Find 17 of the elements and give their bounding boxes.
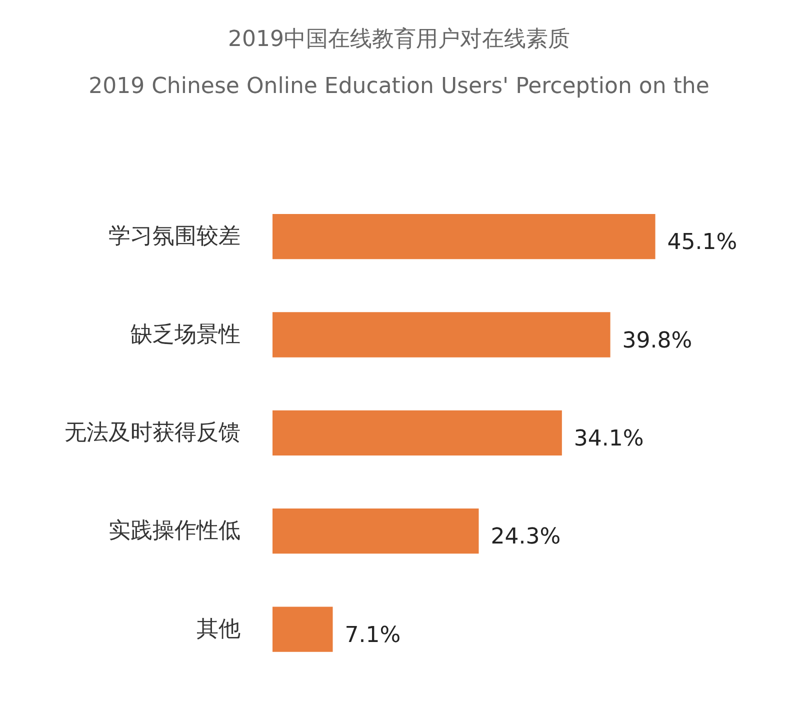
bar (272, 214, 656, 260)
bar (272, 312, 610, 358)
data-label: 39.8% (622, 328, 692, 354)
y-tick-label: 学习氛围较差 (108, 224, 240, 250)
data-label: 24.3% (490, 524, 561, 550)
bar (272, 410, 562, 456)
data-label: 34.1% (574, 426, 644, 452)
y-tick-label: 无法及时获得反馈 (64, 420, 240, 446)
bar (272, 508, 479, 554)
chart-subtitle: 2019 Chinese Online Education Users' Perception on the (88, 73, 710, 101)
chart-title: 2019中国在线教育用户对在线素质 (228, 27, 570, 52)
y-tick-label: 其他 (196, 616, 240, 642)
y-tick-label: 实践操作性低 (108, 518, 240, 544)
y-tick-label: 缺乏场景性 (130, 322, 240, 348)
data-label: 7.1% (344, 622, 401, 648)
data-label: 45.1% (667, 230, 738, 256)
bar (272, 606, 333, 652)
